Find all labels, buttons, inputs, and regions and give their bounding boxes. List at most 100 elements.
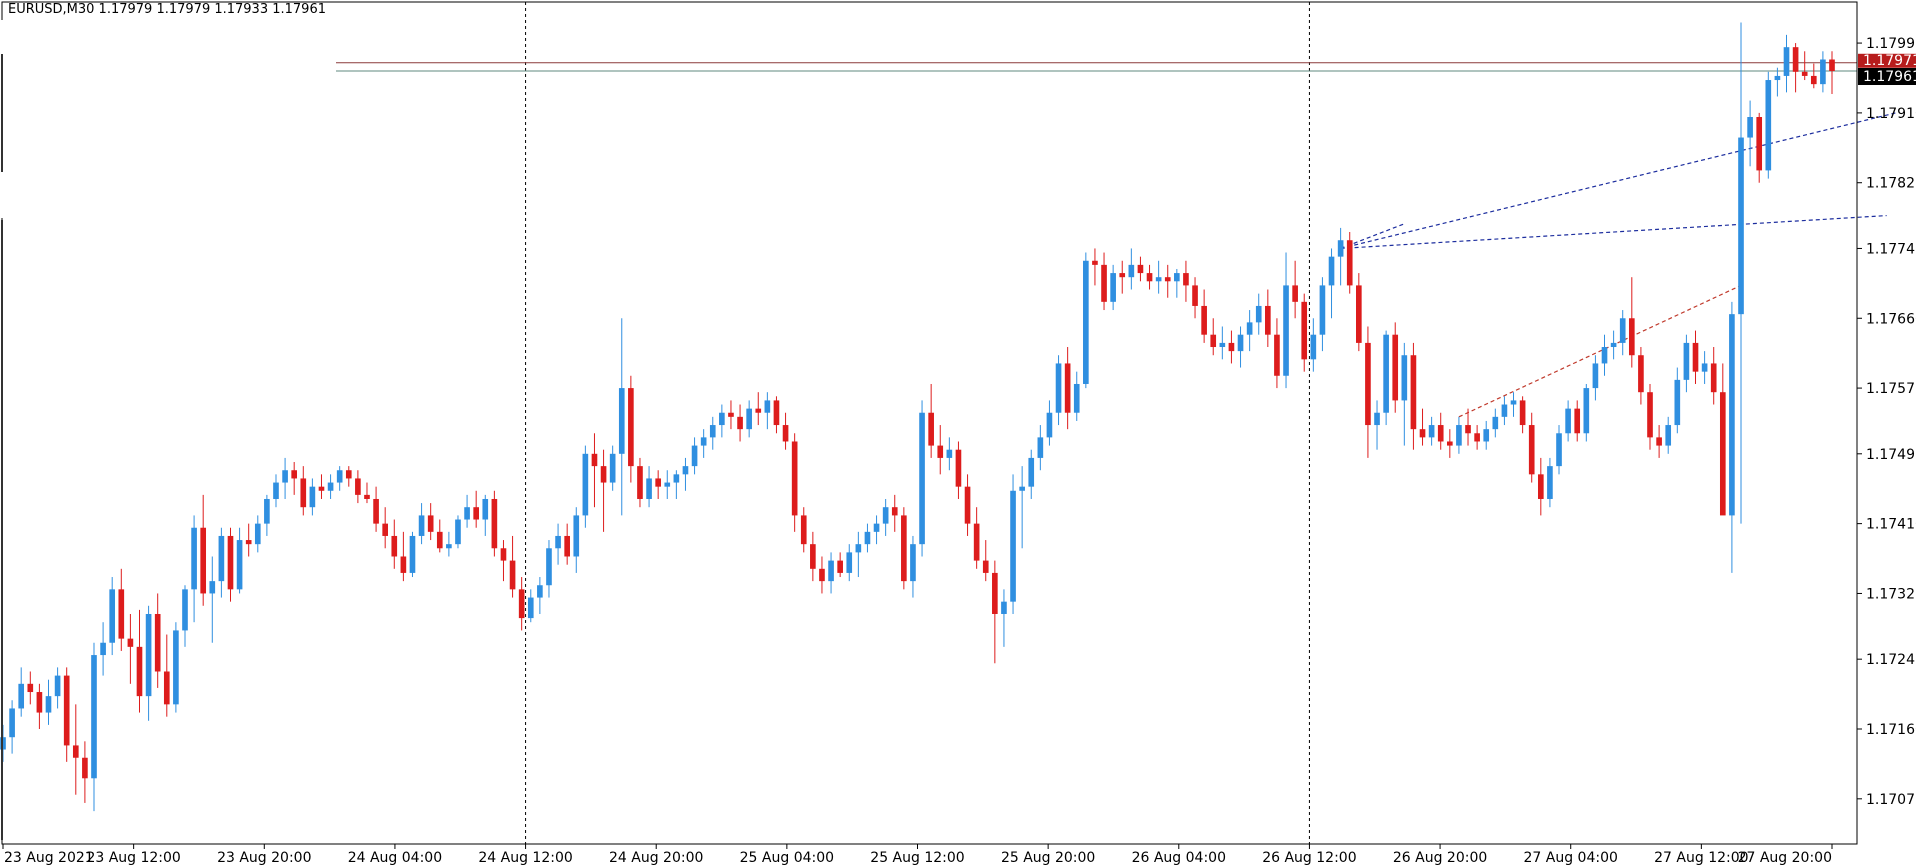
- candle-body: [700, 437, 707, 446]
- candle-body: [682, 466, 689, 475]
- candle-body: [327, 482, 334, 491]
- candle-body: [1401, 355, 1408, 401]
- candle-body: [837, 560, 843, 573]
- candle: [1474, 425, 1480, 450]
- candle-body: [1301, 301, 1308, 360]
- candle: [1719, 363, 1726, 516]
- candle: [709, 416, 716, 450]
- candle: [764, 392, 771, 430]
- candle: [209, 556, 216, 643]
- candle-body: [182, 589, 188, 631]
- candle: [264, 494, 270, 536]
- candle: [1110, 264, 1116, 311]
- candle-body: [764, 400, 771, 413]
- candle: [1765, 71, 1772, 179]
- candle-body: [1665, 425, 1672, 446]
- candle: [1792, 43, 1799, 93]
- candle: [1820, 51, 1826, 93]
- candle: [1410, 342, 1417, 450]
- candle-body: [109, 589, 116, 643]
- candle-body: [1519, 400, 1526, 426]
- candle-body: [1738, 137, 1744, 315]
- candle: [254, 515, 261, 553]
- candle-body: [63, 675, 70, 746]
- candle-body: [637, 466, 643, 499]
- candle: [1501, 396, 1508, 426]
- candle-body: [1428, 425, 1435, 438]
- candle: [1292, 260, 1298, 319]
- candle: [1274, 318, 1280, 389]
- x-tick-label: 25 Aug 04:00: [740, 850, 834, 866]
- x-tick-label: 27 Aug 20:00: [1738, 850, 1832, 866]
- candle: [910, 535, 916, 598]
- candle-body: [1801, 71, 1808, 76]
- candle-body: [1547, 466, 1553, 499]
- candle-body: [72, 745, 79, 758]
- candle-body: [982, 560, 989, 573]
- candle: [436, 519, 443, 553]
- trendline: [1340, 112, 1896, 250]
- price-axis[interactable]: 1.17995 1.17910 1.17825 1.17745 1.17660 1.175…: [1857, 36, 1916, 808]
- candle: [527, 589, 534, 623]
- candle-body: [1028, 457, 1035, 487]
- candle: [873, 515, 880, 545]
- candle: [810, 531, 816, 582]
- candle: [36, 683, 43, 729]
- candle-body: [1019, 486, 1025, 491]
- x-tick-label: 23 Aug 2021: [4, 850, 94, 866]
- candle-body: [1037, 437, 1044, 458]
- candle: [309, 478, 316, 516]
- candle-body: [1747, 117, 1753, 138]
- y-tick-label: 1.17995: [1866, 36, 1916, 52]
- candle-body: [446, 544, 452, 549]
- candle: [1028, 449, 1035, 499]
- x-tick-label: 26 Aug 20:00: [1393, 850, 1487, 866]
- candle: [673, 470, 680, 499]
- candle: [1419, 408, 1426, 446]
- candle-body: [491, 498, 498, 549]
- candle: [564, 523, 570, 565]
- candle: [509, 535, 516, 598]
- candle-body: [819, 568, 825, 582]
- candle-body: [1392, 334, 1399, 401]
- candle-body: [746, 408, 752, 430]
- candle: [1001, 589, 1007, 647]
- candle: [18, 667, 25, 717]
- candle-body: [1110, 273, 1116, 302]
- candle: [109, 577, 116, 656]
- candle: [1465, 408, 1471, 446]
- overlay-panel: [1, 20, 336, 218]
- candle: [0, 724, 6, 762]
- candle-body: [518, 589, 525, 619]
- candle-body: [1592, 363, 1599, 389]
- candle: [200, 494, 207, 606]
- candle-body: [1265, 305, 1271, 335]
- candle: [1037, 425, 1044, 471]
- candle: [100, 622, 106, 676]
- candle-body: [910, 544, 916, 582]
- candle-body: [1365, 342, 1371, 426]
- candle-body: [773, 400, 780, 426]
- candle: [1337, 227, 1344, 286]
- candle: [1510, 392, 1517, 417]
- candle-body: [254, 523, 261, 545]
- candle: [236, 527, 243, 594]
- candle-body: [1492, 416, 1499, 430]
- candle-body: [200, 527, 207, 594]
- candle-body: [937, 445, 944, 458]
- candle-body: [1328, 256, 1335, 286]
- candle-body: [1010, 490, 1016, 602]
- candle: [400, 531, 407, 582]
- candle: [1283, 252, 1289, 389]
- candle-body: [928, 412, 934, 446]
- candle: [755, 392, 762, 426]
- candle: [1647, 383, 1653, 450]
- candle-body: [1474, 433, 1480, 442]
- candle-body: [791, 441, 798, 516]
- candle-body: [1001, 601, 1007, 614]
- candle: [1674, 367, 1681, 434]
- candle: [318, 474, 325, 499]
